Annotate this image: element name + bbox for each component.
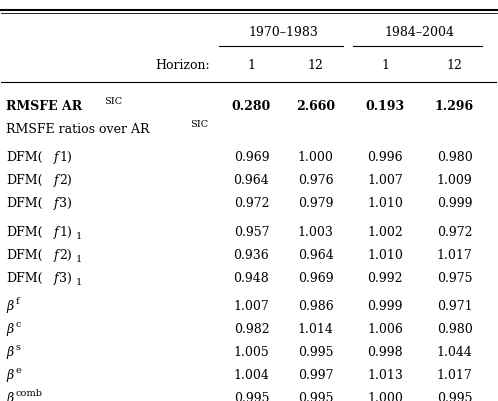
- Text: 0.995: 0.995: [437, 391, 472, 401]
- Text: SIC: SIC: [190, 119, 209, 129]
- Text: 1.007: 1.007: [368, 174, 403, 187]
- Text: 0.971: 0.971: [437, 300, 472, 312]
- Text: β: β: [6, 322, 13, 335]
- Text: SIC: SIC: [104, 97, 122, 105]
- Text: 1.003: 1.003: [298, 225, 334, 238]
- Text: 0.979: 0.979: [298, 196, 334, 210]
- Text: 0.969: 0.969: [298, 271, 334, 284]
- Text: 0.998: 0.998: [368, 345, 403, 358]
- Text: f: f: [53, 248, 58, 261]
- Text: f: f: [15, 297, 19, 306]
- Text: DFM(: DFM(: [6, 271, 43, 284]
- Text: 0.964: 0.964: [234, 174, 269, 187]
- Text: 0.997: 0.997: [298, 368, 334, 381]
- Text: β: β: [6, 345, 13, 358]
- Text: comb: comb: [15, 388, 43, 397]
- Text: 0.957: 0.957: [234, 225, 269, 238]
- Text: 0.986: 0.986: [298, 300, 334, 312]
- Text: 1.000: 1.000: [298, 151, 334, 164]
- Text: 1.007: 1.007: [234, 300, 269, 312]
- Text: 0.980: 0.980: [437, 322, 473, 335]
- Text: 2): 2): [59, 174, 72, 187]
- Text: 0.972: 0.972: [234, 196, 269, 210]
- Text: 0.936: 0.936: [234, 248, 269, 261]
- Text: 0.972: 0.972: [437, 225, 472, 238]
- Text: 0.969: 0.969: [234, 151, 269, 164]
- Text: 0.999: 0.999: [437, 196, 472, 210]
- Text: 1.010: 1.010: [367, 196, 403, 210]
- Text: f: f: [53, 271, 58, 284]
- Text: β: β: [6, 368, 13, 381]
- Text: e: e: [15, 365, 21, 374]
- Text: c: c: [15, 320, 21, 328]
- Text: Horizon:: Horizon:: [155, 59, 210, 72]
- Text: 0.980: 0.980: [437, 151, 473, 164]
- Text: β: β: [6, 391, 13, 401]
- Text: s: s: [15, 342, 20, 351]
- Text: 3): 3): [59, 196, 72, 210]
- Text: 1: 1: [76, 255, 82, 264]
- Text: 12: 12: [308, 59, 324, 72]
- Text: 0.964: 0.964: [298, 248, 334, 261]
- Text: DFM(: DFM(: [6, 248, 43, 261]
- Text: RMSFE ratios over AR: RMSFE ratios over AR: [6, 122, 150, 136]
- Text: 1.014: 1.014: [298, 322, 334, 335]
- Text: 1970–1983: 1970–1983: [249, 26, 319, 39]
- Text: 1.013: 1.013: [367, 368, 403, 381]
- Text: 3): 3): [59, 271, 72, 284]
- Text: 0.995: 0.995: [234, 391, 269, 401]
- Text: 1.010: 1.010: [367, 248, 403, 261]
- Text: 1): 1): [59, 225, 72, 238]
- Text: 1.017: 1.017: [437, 248, 473, 261]
- Text: 1: 1: [248, 59, 255, 72]
- Text: 1.006: 1.006: [367, 322, 403, 335]
- Text: 0.193: 0.193: [366, 99, 405, 112]
- Text: 1.017: 1.017: [437, 368, 473, 381]
- Text: 1.000: 1.000: [367, 391, 403, 401]
- Text: 1.005: 1.005: [234, 345, 269, 358]
- Text: 0.976: 0.976: [298, 174, 334, 187]
- Text: f: f: [53, 151, 58, 164]
- Text: 2): 2): [59, 248, 72, 261]
- Text: 1.009: 1.009: [437, 174, 473, 187]
- Text: β: β: [6, 300, 13, 312]
- Text: 1: 1: [381, 59, 389, 72]
- Text: RMSFE AR: RMSFE AR: [6, 99, 83, 112]
- Text: DFM(: DFM(: [6, 151, 43, 164]
- Text: 0.996: 0.996: [368, 151, 403, 164]
- Text: 12: 12: [447, 59, 463, 72]
- Text: 1.004: 1.004: [234, 368, 269, 381]
- Text: f: f: [53, 225, 58, 238]
- Text: DFM(: DFM(: [6, 225, 43, 238]
- Text: 1.296: 1.296: [435, 99, 474, 112]
- Text: 0.948: 0.948: [234, 271, 269, 284]
- Text: DFM(: DFM(: [6, 196, 43, 210]
- Text: f: f: [53, 174, 58, 187]
- Text: 0.999: 0.999: [368, 300, 403, 312]
- Text: 1.002: 1.002: [368, 225, 403, 238]
- Text: 0.995: 0.995: [298, 345, 334, 358]
- Text: 0.995: 0.995: [298, 391, 334, 401]
- Text: 1984–2004: 1984–2004: [385, 26, 455, 39]
- Text: 0.982: 0.982: [234, 322, 269, 335]
- Text: 2.660: 2.660: [296, 99, 336, 112]
- Text: 1: 1: [76, 278, 82, 287]
- Text: 1: 1: [76, 232, 82, 241]
- Text: DFM(: DFM(: [6, 174, 43, 187]
- Text: 0.992: 0.992: [368, 271, 403, 284]
- Text: 0.280: 0.280: [232, 99, 271, 112]
- Text: f: f: [53, 196, 58, 210]
- Text: 1.044: 1.044: [437, 345, 473, 358]
- Text: 1): 1): [59, 151, 72, 164]
- Text: 0.975: 0.975: [437, 271, 472, 284]
